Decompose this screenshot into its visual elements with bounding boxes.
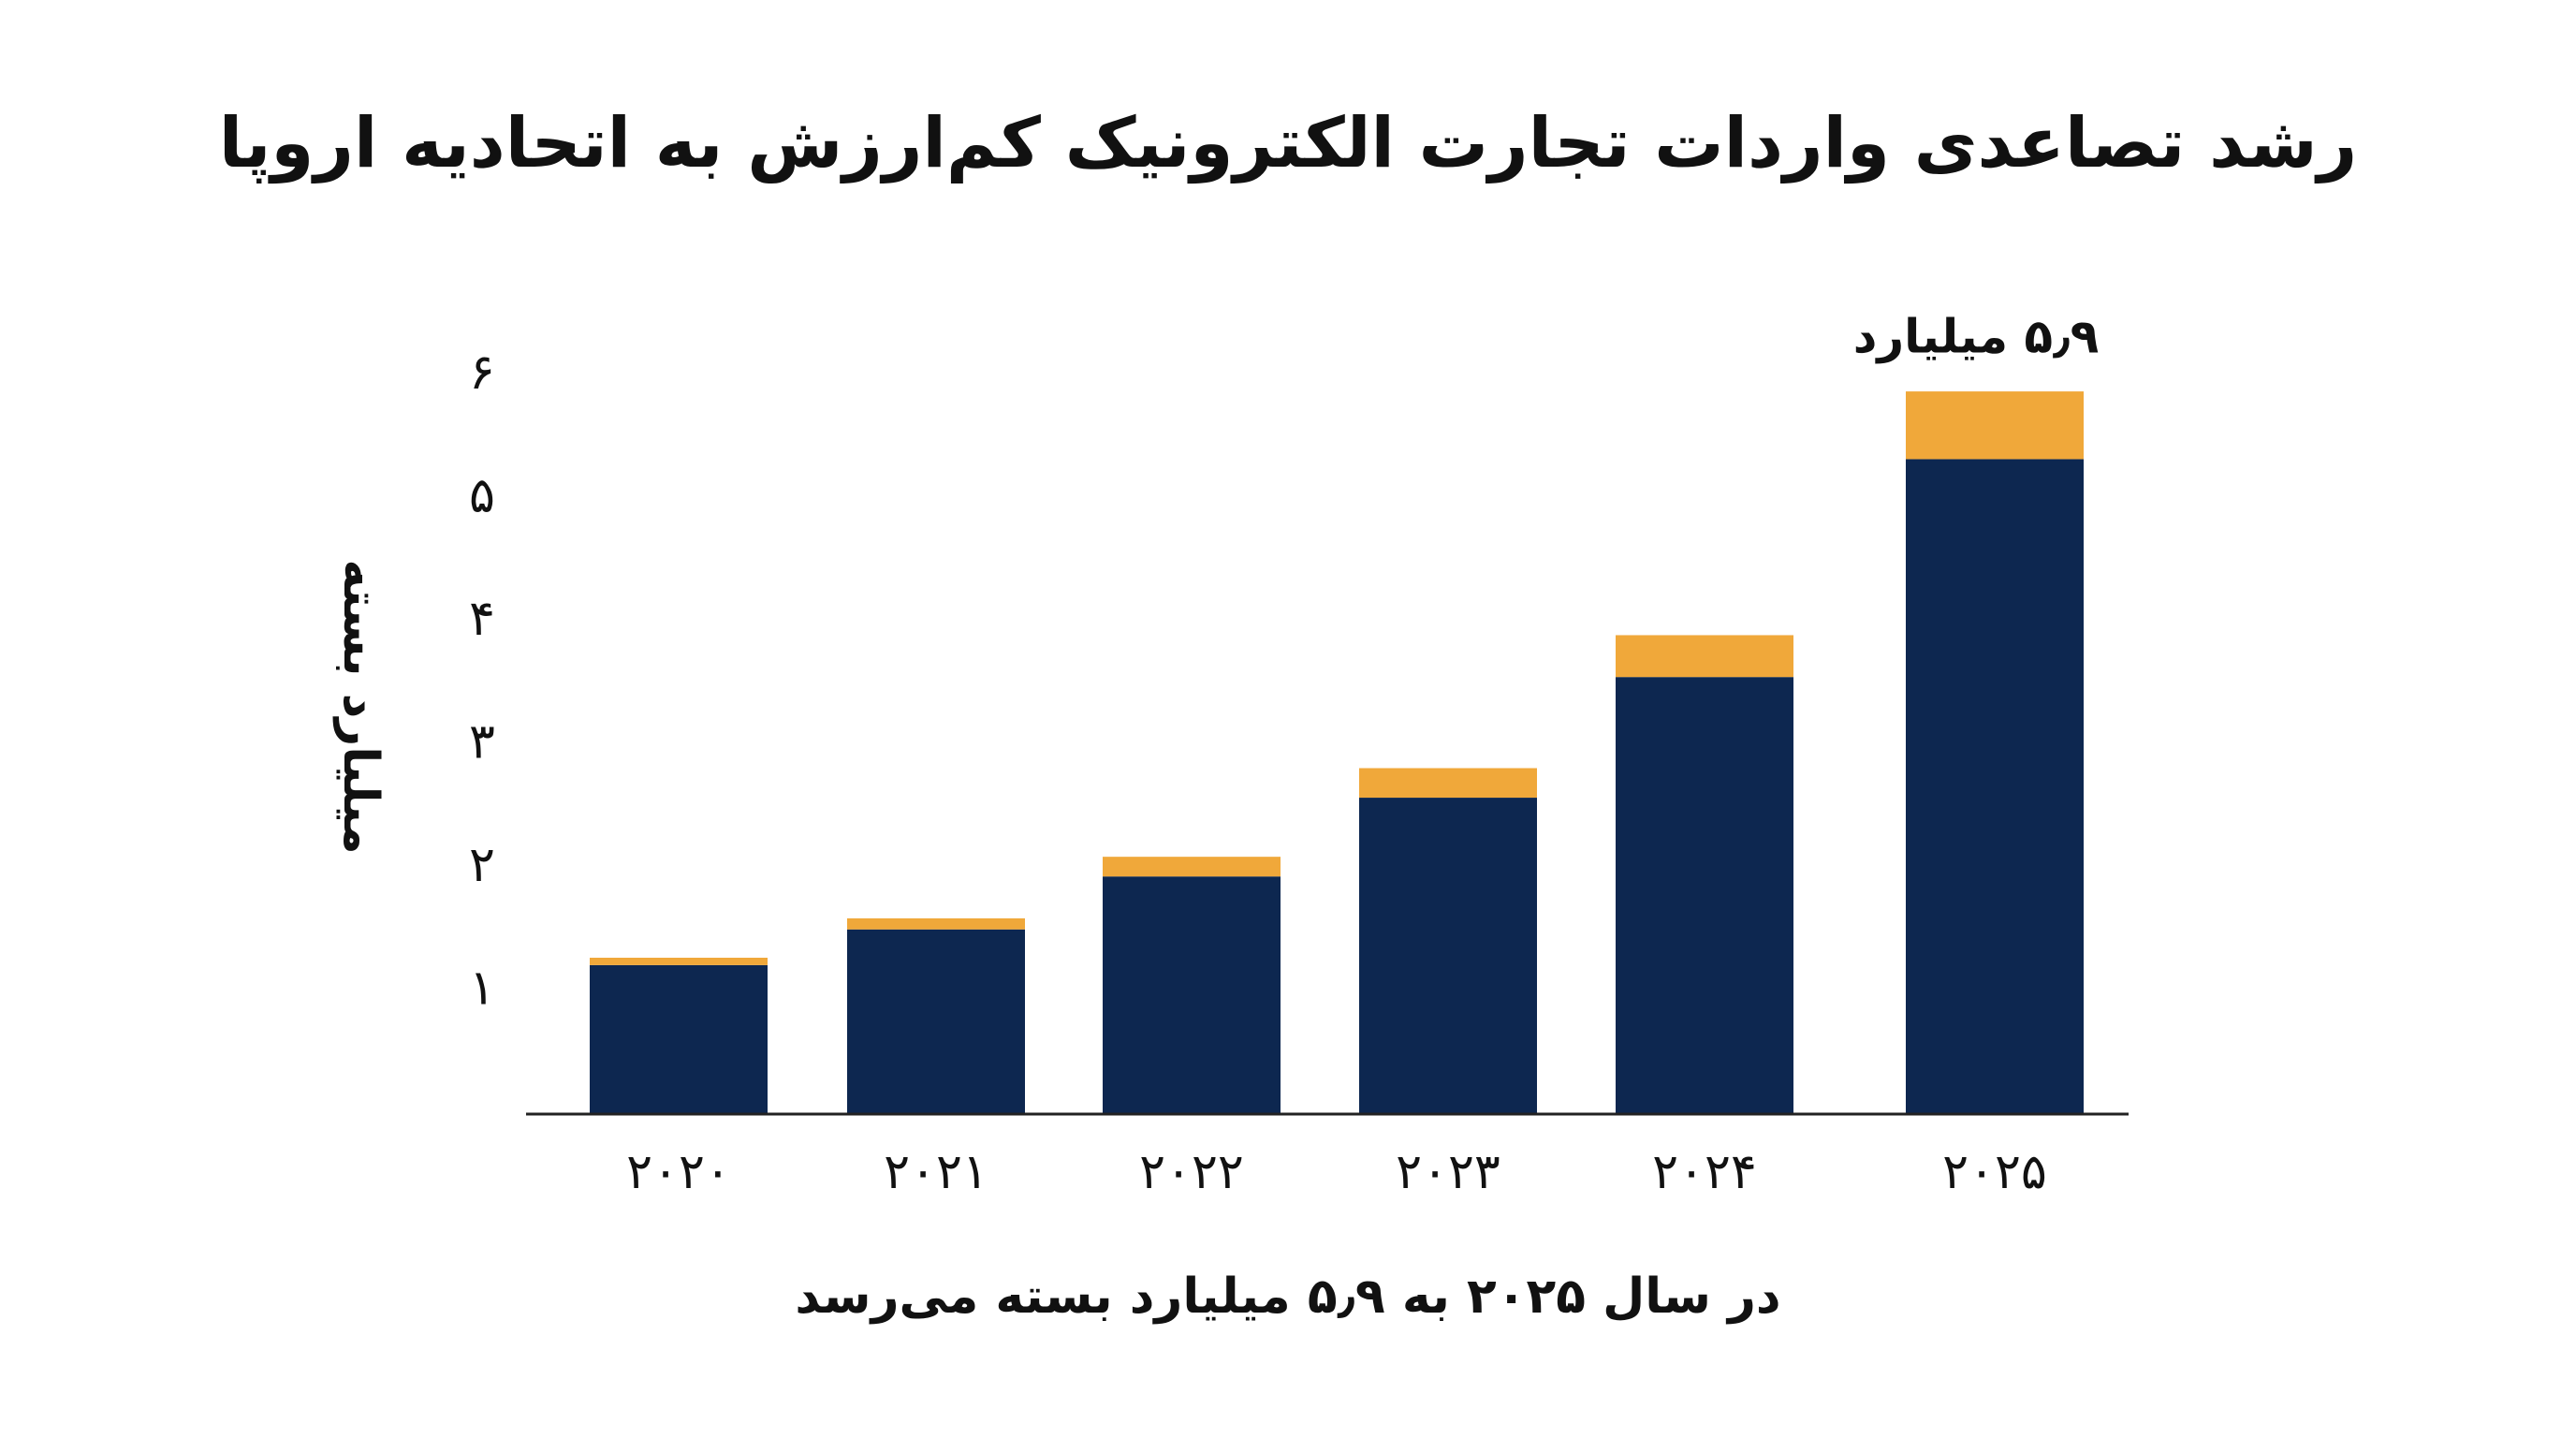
bar-segment-base [1103, 876, 1281, 1114]
x-tick-label: ۲۰۲۰ [626, 1144, 731, 1200]
bar-segment-top [1906, 391, 2084, 460]
bar-segment-top [1103, 857, 1281, 877]
y-axis-label: میلیارد بسته [332, 559, 388, 854]
bar-segment-top [847, 917, 1025, 930]
y-tick-label: ۵ [469, 468, 495, 524]
bar-segment-base [590, 964, 768, 1114]
x-tick-label: ۲۰۲۵ [1942, 1144, 2047, 1200]
x-ticks: ۲۰۲۰ ۲۰۲۱ ۲۰۲۲ ۲۰۲۳ ۲۰۲۴ ۲۰۲۵ [626, 1144, 2047, 1200]
y-tick-label: ۶ [469, 345, 495, 401]
data-label: ۵٫۹ میلیارد [1853, 310, 2100, 364]
y-axis-label-group: میلیارد بسته [332, 559, 388, 854]
bar-segment-base [1359, 798, 1537, 1114]
x-tick-label: ۲۰۲۲ [1139, 1144, 1244, 1200]
y-tick-label: ۱ [469, 961, 495, 1017]
bar-segment-top [590, 957, 768, 965]
x-tick-label: ۲۰۲۳ [1396, 1144, 1500, 1200]
bar-segment-base [1906, 459, 2084, 1114]
chart-title: رشد تصاعدی واردات تجارت الکترونیک کم‌ارز… [218, 103, 2358, 183]
bar-segment-top [1359, 768, 1537, 799]
y-tick-label: ۳ [469, 714, 495, 770]
x-tick-label: ۲۰۲۴ [1652, 1144, 1757, 1200]
bars [590, 391, 2084, 1114]
annotations: ۵٫۹ میلیارد [1853, 310, 2100, 364]
y-tick-label: ۲ [469, 837, 495, 893]
bar-segment-top [1616, 635, 1793, 678]
bar-segment-base [847, 929, 1025, 1114]
y-tick-label: ۴ [469, 591, 495, 647]
y-ticks: ۱ ۲ ۳ ۴ ۵ ۶ [469, 345, 495, 1017]
chart-caption: در سال ۲۰۲۵ به ۵٫۹ میلیارد بسته می‌رسد [795, 1269, 1781, 1325]
x-tick-label: ۲۰۲۱ [884, 1144, 988, 1200]
bar-segment-base [1616, 677, 1793, 1114]
